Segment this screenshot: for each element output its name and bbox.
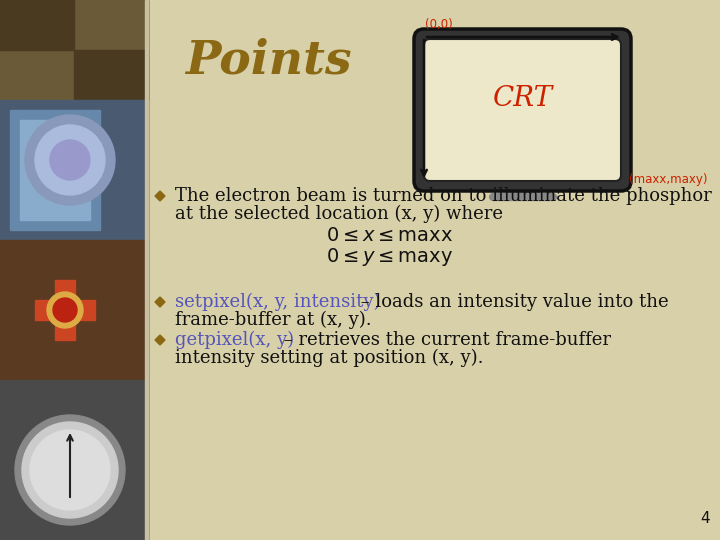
Circle shape [30,430,110,510]
Text: $0 \leq x \leq \mathrm{maxx}$: $0 \leq x \leq \mathrm{maxx}$ [326,227,454,245]
Bar [0,50,74,100]
Polygon shape [155,297,165,307]
Bar [145,0,148,540]
Text: at the selected location (x, y) where: at the selected location (x, y) where [175,205,503,223]
Bar [0,100,148,240]
Circle shape [25,115,115,205]
Text: frame-buffer at (x, y).: frame-buffer at (x, y). [175,311,372,329]
Text: – retrieves the current frame-buffer: – retrieves the current frame-buffer [278,331,611,349]
FancyBboxPatch shape [414,29,631,191]
Bar [0,0,148,540]
Bar [74,0,148,50]
Bar [10,110,100,230]
Polygon shape [155,191,165,201]
Text: getpixel(x, y): getpixel(x, y) [175,331,294,349]
Circle shape [35,125,105,195]
Text: The electron beam is turned on to illuminate the phosphor: The electron beam is turned on to illumi… [175,187,712,205]
Bar [55,280,75,340]
Polygon shape [498,175,547,197]
Bar [0,0,148,100]
Bar [20,120,90,220]
Bar [0,240,148,380]
Text: $0 \leq y \leq \mathrm{maxy}$: $0 \leq y \leq \mathrm{maxy}$ [326,246,454,268]
Text: CRT: CRT [492,84,552,111]
Circle shape [47,292,83,328]
Circle shape [53,298,77,322]
Text: (0,0): (0,0) [425,18,453,31]
Circle shape [50,140,90,180]
Text: setpixel(x, y, intensity): setpixel(x, y, intensity) [175,293,380,311]
Circle shape [22,422,118,518]
Bar [0,0,74,50]
Text: (maxx,maxy): (maxx,maxy) [629,172,708,186]
Circle shape [15,415,125,525]
Bar [0,380,148,540]
Text: – loads an intensity value into the: – loads an intensity value into the [355,293,669,311]
Bar [35,300,95,320]
Text: Points: Points [185,37,351,83]
Polygon shape [155,335,165,345]
Text: 4: 4 [701,511,710,526]
FancyBboxPatch shape [424,39,621,181]
Text: intensity setting at position (x, y).: intensity setting at position (x, y). [175,349,484,367]
Bar [74,50,148,100]
